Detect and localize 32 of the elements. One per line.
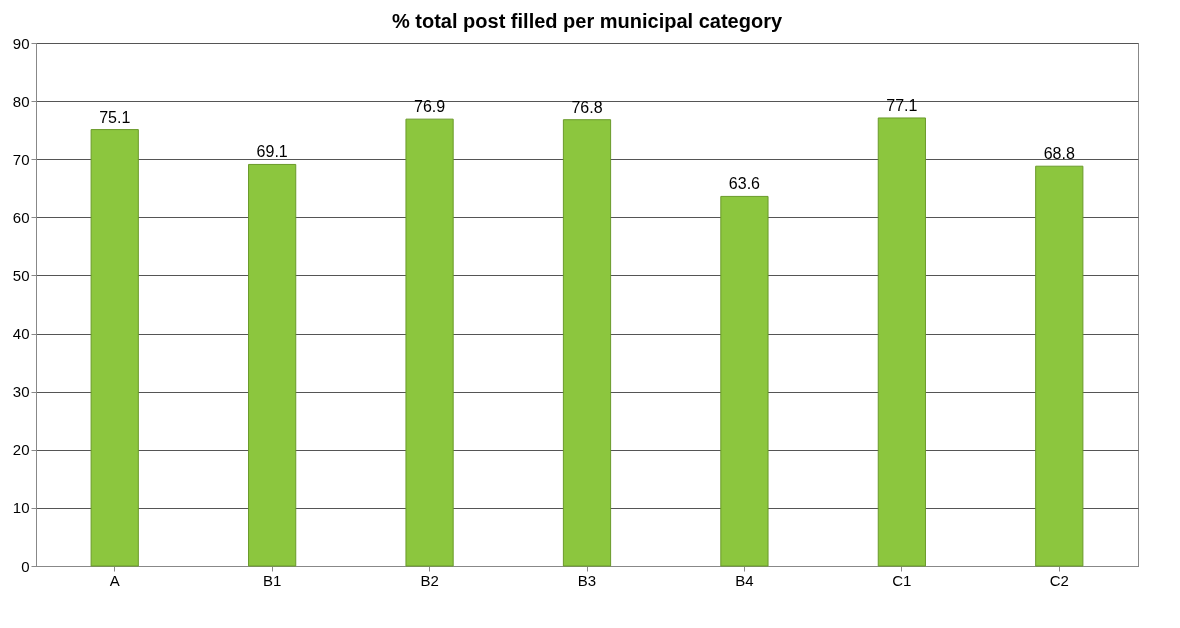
x-tick-label: B3	[577, 571, 597, 589]
bar	[877, 117, 926, 567]
data-label: 77.1	[886, 96, 918, 114]
bar	[562, 119, 612, 567]
y-tick-label: 70	[12, 150, 30, 168]
data-label: 63.6	[728, 175, 761, 193]
y-tick-label: 30	[12, 383, 30, 401]
y-tick-label: 20	[12, 441, 30, 459]
y-tick-label: 10	[12, 499, 30, 517]
y-tick-label: 50	[12, 266, 30, 284]
x-tick-label: B4	[735, 571, 754, 589]
data-label: 69.1	[256, 143, 288, 161]
data-label: 76.8	[571, 98, 603, 116]
y-tick-label: 0	[21, 557, 30, 575]
y-tick-label: 40	[12, 325, 30, 343]
bar	[90, 129, 139, 567]
bar	[405, 118, 454, 567]
bar	[720, 195, 769, 567]
data-label: 68.8	[1043, 145, 1075, 163]
x-tick-label: A	[109, 571, 120, 589]
bar	[248, 163, 297, 567]
bar	[1035, 165, 1084, 567]
y-tick-label: 90	[12, 34, 30, 52]
y-tick-label: 80	[12, 92, 30, 110]
data-label: 76.9	[414, 98, 446, 116]
chart-title: % total post filled per municipal category	[391, 10, 783, 32]
x-tick-label: C2	[1049, 571, 1069, 589]
x-tick-label: C1	[892, 571, 912, 589]
y-tick-label: 60	[12, 208, 30, 226]
x-tick-label: B1	[262, 571, 282, 589]
x-tick-label: B2	[420, 571, 439, 589]
data-label: 75.1	[99, 108, 131, 126]
